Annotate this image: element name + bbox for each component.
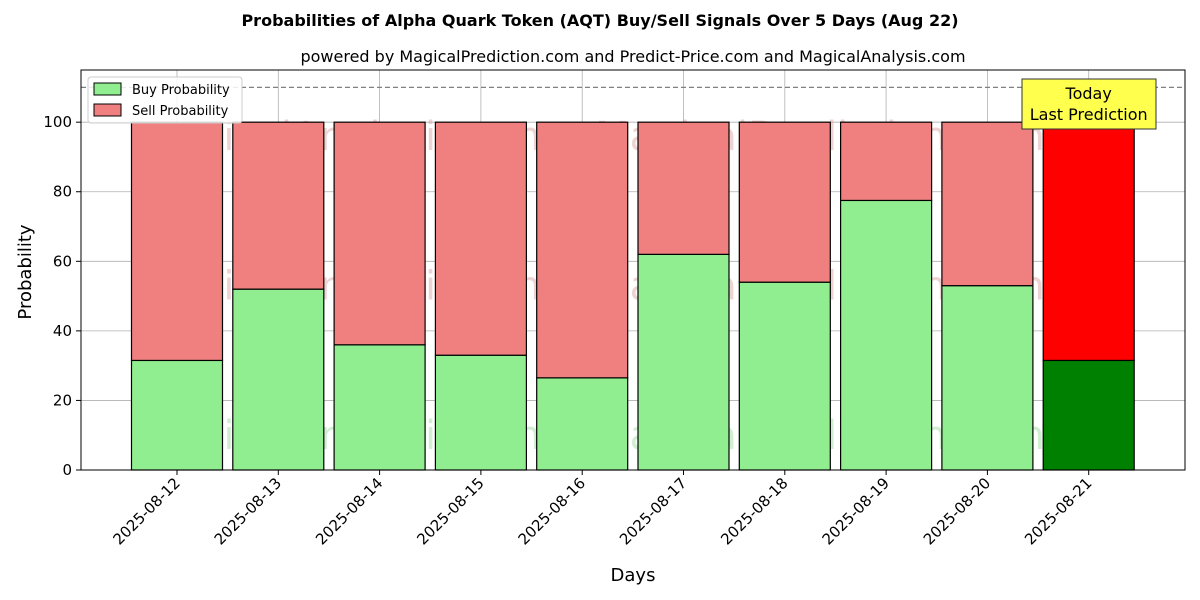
last-prediction-label: Last Prediction (1030, 105, 1148, 124)
chart-subtitle: powered by MagicalPrediction.com and Pre… (300, 47, 965, 66)
y-tick-label: 40 (53, 322, 72, 340)
x-tick-label: 2025-08-21 (1021, 474, 1095, 548)
sell-bar (941, 121, 1034, 287)
x-tick-label: 2025-08-13 (211, 474, 285, 548)
sell-bar (434, 121, 527, 356)
plot-frame (80, 69, 1186, 471)
buy-bar (536, 377, 629, 471)
x-tick-label: 2025-08-19 (819, 474, 893, 548)
buy-bar (738, 281, 831, 471)
legend-swatch (93, 82, 122, 96)
y-tick-label: 80 (53, 183, 72, 201)
buy-bar (434, 354, 527, 471)
buy-bar (130, 359, 224, 471)
legend-box (87, 76, 243, 124)
legend-label: Sell Probability (132, 104, 229, 119)
sell-bar (232, 121, 325, 290)
x-tick-label: 2025-08-15 (413, 474, 487, 548)
sell-bar (333, 121, 426, 346)
sell-bar (130, 121, 224, 362)
buy-bar (232, 288, 325, 471)
x-axis-label: Days (611, 565, 656, 586)
x-tick-label: 2025-08-14 (312, 474, 386, 548)
x-tick-label: 2025-08-17 (616, 474, 690, 548)
x-tick-label: 2025-08-16 (515, 474, 589, 548)
x-tick-label: 2025-08-12 (109, 474, 183, 548)
sell-bar (738, 121, 831, 283)
y-tick-label: 60 (53, 252, 72, 270)
today-box (1021, 78, 1157, 130)
sell-bar (637, 121, 730, 255)
buy-bar (333, 344, 426, 471)
x-tick-label: 2025-08-18 (717, 474, 791, 548)
y-tick-label: 0 (62, 461, 72, 479)
today-annotation: Today Last Prediction (1021, 78, 1157, 130)
chart-title: Probabilities of Alpha Quark Token (AQT)… (241, 11, 958, 30)
x-tick-label: 2025-08-20 (920, 474, 994, 548)
y-axis-label: Probability (15, 224, 36, 319)
bars-layer (81, 86, 1185, 471)
legend: Buy Probability Sell Probability (87, 76, 243, 124)
buy-bar (637, 253, 730, 471)
legend-label: Buy Probability (132, 83, 230, 98)
y-tick-label: 20 (53, 391, 72, 409)
sell-bar (1042, 121, 1135, 362)
sell-bar (839, 121, 933, 202)
buy-bar (941, 285, 1034, 471)
sell-bar (536, 121, 629, 379)
today-label: Today (1065, 84, 1112, 103)
buy-bar (839, 199, 933, 471)
y-tick-label: 100 (43, 113, 72, 131)
buy-bar (1042, 359, 1135, 471)
legend-swatch (93, 103, 122, 117)
